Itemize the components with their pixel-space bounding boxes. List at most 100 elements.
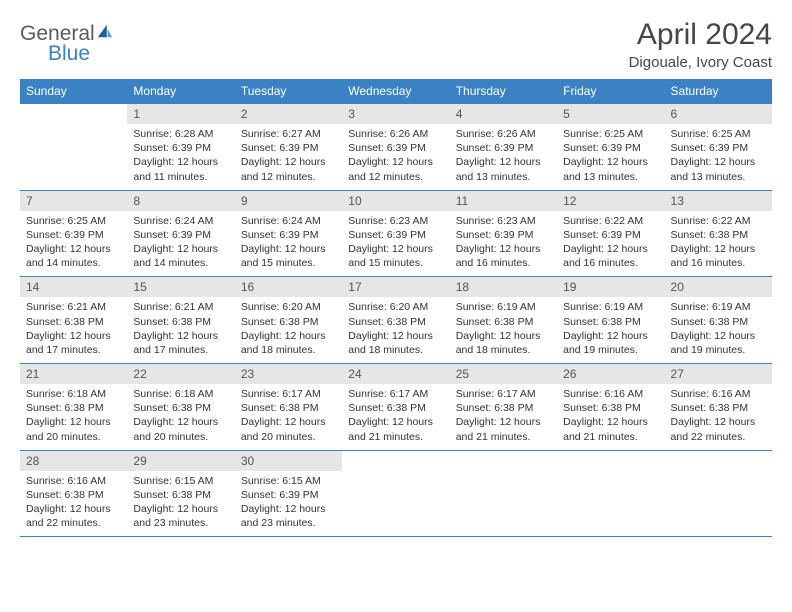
day-number: 13 [665, 191, 772, 211]
calendar-day-cell: 19Sunrise: 6:19 AMSunset: 6:38 PMDayligh… [557, 277, 664, 364]
day-info: Sunrise: 6:27 AMSunset: 6:39 PMDaylight:… [235, 124, 342, 190]
day-number: 17 [342, 277, 449, 297]
day-number: 12 [557, 191, 664, 211]
day-info: Sunrise: 6:23 AMSunset: 6:39 PMDaylight:… [450, 211, 557, 277]
day-info: Sunrise: 6:24 AMSunset: 6:39 PMDaylight:… [127, 211, 234, 277]
weekday-header: Saturday [665, 79, 772, 104]
calendar-day-cell: 11Sunrise: 6:23 AMSunset: 6:39 PMDayligh… [450, 190, 557, 277]
day-number: 6 [665, 104, 772, 124]
calendar-day-cell: 22Sunrise: 6:18 AMSunset: 6:38 PMDayligh… [127, 364, 234, 451]
calendar-day-cell [557, 450, 664, 537]
day-number: 5 [557, 104, 664, 124]
calendar-day-cell: 30Sunrise: 6:15 AMSunset: 6:39 PMDayligh… [235, 450, 342, 537]
day-number: 23 [235, 364, 342, 384]
calendar-day-cell: 29Sunrise: 6:15 AMSunset: 6:38 PMDayligh… [127, 450, 234, 537]
calendar-day-cell: 3Sunrise: 6:26 AMSunset: 6:39 PMDaylight… [342, 104, 449, 191]
calendar-day-cell: 4Sunrise: 6:26 AMSunset: 6:39 PMDaylight… [450, 104, 557, 191]
day-number: 26 [557, 364, 664, 384]
day-number: 16 [235, 277, 342, 297]
day-number: 10 [342, 191, 449, 211]
calendar-day-cell: 9Sunrise: 6:24 AMSunset: 6:39 PMDaylight… [235, 190, 342, 277]
title-block: April 2024 Digouale, Ivory Coast [629, 18, 772, 71]
day-number: 22 [127, 364, 234, 384]
day-number: 20 [665, 277, 772, 297]
calendar-week-row: 7Sunrise: 6:25 AMSunset: 6:39 PMDaylight… [20, 190, 772, 277]
calendar-day-cell: 13Sunrise: 6:22 AMSunset: 6:38 PMDayligh… [665, 190, 772, 277]
day-info: Sunrise: 6:16 AMSunset: 6:38 PMDaylight:… [665, 384, 772, 450]
day-number: 15 [127, 277, 234, 297]
calendar-day-cell: 25Sunrise: 6:17 AMSunset: 6:38 PMDayligh… [450, 364, 557, 451]
calendar-day-cell: 28Sunrise: 6:16 AMSunset: 6:38 PMDayligh… [20, 450, 127, 537]
day-info: Sunrise: 6:22 AMSunset: 6:38 PMDaylight:… [665, 211, 772, 277]
day-info: Sunrise: 6:19 AMSunset: 6:38 PMDaylight:… [665, 297, 772, 363]
location-label: Digouale, Ivory Coast [629, 54, 772, 71]
day-number-empty [342, 451, 449, 471]
day-info: Sunrise: 6:26 AMSunset: 6:39 PMDaylight:… [450, 124, 557, 190]
calendar-day-cell: 21Sunrise: 6:18 AMSunset: 6:38 PMDayligh… [20, 364, 127, 451]
weekday-header: Friday [557, 79, 664, 104]
calendar-day-cell: 20Sunrise: 6:19 AMSunset: 6:38 PMDayligh… [665, 277, 772, 364]
day-number: 21 [20, 364, 127, 384]
day-info: Sunrise: 6:24 AMSunset: 6:39 PMDaylight:… [235, 211, 342, 277]
day-number: 8 [127, 191, 234, 211]
calendar-day-cell [450, 450, 557, 537]
calendar-body: 1Sunrise: 6:28 AMSunset: 6:39 PMDaylight… [20, 104, 772, 537]
day-number: 24 [342, 364, 449, 384]
calendar-day-cell: 16Sunrise: 6:20 AMSunset: 6:38 PMDayligh… [235, 277, 342, 364]
day-info: Sunrise: 6:22 AMSunset: 6:39 PMDaylight:… [557, 211, 664, 277]
day-number: 30 [235, 451, 342, 471]
weekday-header: Thursday [450, 79, 557, 104]
day-info: Sunrise: 6:15 AMSunset: 6:38 PMDaylight:… [127, 471, 234, 537]
calendar-day-cell: 14Sunrise: 6:21 AMSunset: 6:38 PMDayligh… [20, 277, 127, 364]
calendar-day-cell [20, 104, 127, 191]
calendar-day-cell: 5Sunrise: 6:25 AMSunset: 6:39 PMDaylight… [557, 104, 664, 191]
calendar-day-cell: 1Sunrise: 6:28 AMSunset: 6:39 PMDaylight… [127, 104, 234, 191]
day-info: Sunrise: 6:18 AMSunset: 6:38 PMDaylight:… [20, 384, 127, 450]
calendar-day-cell: 12Sunrise: 6:22 AMSunset: 6:39 PMDayligh… [557, 190, 664, 277]
day-number-empty [557, 451, 664, 471]
calendar-day-cell: 2Sunrise: 6:27 AMSunset: 6:39 PMDaylight… [235, 104, 342, 191]
day-number: 2 [235, 104, 342, 124]
calendar-day-cell: 6Sunrise: 6:25 AMSunset: 6:39 PMDaylight… [665, 104, 772, 191]
day-info: Sunrise: 6:16 AMSunset: 6:38 PMDaylight:… [20, 471, 127, 537]
weekday-header: Sunday [20, 79, 127, 104]
day-info: Sunrise: 6:28 AMSunset: 6:39 PMDaylight:… [127, 124, 234, 190]
day-number: 18 [450, 277, 557, 297]
day-number: 3 [342, 104, 449, 124]
day-info: Sunrise: 6:20 AMSunset: 6:38 PMDaylight:… [235, 297, 342, 363]
day-info: Sunrise: 6:15 AMSunset: 6:39 PMDaylight:… [235, 471, 342, 537]
calendar-week-row: 1Sunrise: 6:28 AMSunset: 6:39 PMDaylight… [20, 104, 772, 191]
logo: GeneralBlue [20, 22, 114, 66]
calendar-day-cell [342, 450, 449, 537]
day-number: 19 [557, 277, 664, 297]
day-info: Sunrise: 6:17 AMSunset: 6:38 PMDaylight:… [450, 384, 557, 450]
day-info: Sunrise: 6:17 AMSunset: 6:38 PMDaylight:… [235, 384, 342, 450]
day-info: Sunrise: 6:19 AMSunset: 6:38 PMDaylight:… [450, 297, 557, 363]
day-info: Sunrise: 6:18 AMSunset: 6:38 PMDaylight:… [127, 384, 234, 450]
weekday-header: Wednesday [342, 79, 449, 104]
day-info: Sunrise: 6:16 AMSunset: 6:38 PMDaylight:… [557, 384, 664, 450]
calendar-day-cell [665, 450, 772, 537]
day-info: Sunrise: 6:21 AMSunset: 6:38 PMDaylight:… [20, 297, 127, 363]
day-info: Sunrise: 6:23 AMSunset: 6:39 PMDaylight:… [342, 211, 449, 277]
month-title: April 2024 [629, 18, 772, 52]
day-info: Sunrise: 6:19 AMSunset: 6:38 PMDaylight:… [557, 297, 664, 363]
calendar-day-cell: 10Sunrise: 6:23 AMSunset: 6:39 PMDayligh… [342, 190, 449, 277]
calendar-week-row: 21Sunrise: 6:18 AMSunset: 6:38 PMDayligh… [20, 364, 772, 451]
day-info: Sunrise: 6:25 AMSunset: 6:39 PMDaylight:… [20, 211, 127, 277]
calendar-day-cell: 24Sunrise: 6:17 AMSunset: 6:38 PMDayligh… [342, 364, 449, 451]
day-number: 9 [235, 191, 342, 211]
logo-sail-icon [96, 23, 114, 44]
day-number: 14 [20, 277, 127, 297]
weekday-header: Monday [127, 79, 234, 104]
day-number: 28 [20, 451, 127, 471]
calendar-week-row: 28Sunrise: 6:16 AMSunset: 6:38 PMDayligh… [20, 450, 772, 537]
calendar-day-cell: 26Sunrise: 6:16 AMSunset: 6:38 PMDayligh… [557, 364, 664, 451]
day-number-empty [450, 451, 557, 471]
day-number: 11 [450, 191, 557, 211]
day-number: 4 [450, 104, 557, 124]
calendar-day-cell: 8Sunrise: 6:24 AMSunset: 6:39 PMDaylight… [127, 190, 234, 277]
day-number: 25 [450, 364, 557, 384]
day-info: Sunrise: 6:21 AMSunset: 6:38 PMDaylight:… [127, 297, 234, 363]
day-info: Sunrise: 6:26 AMSunset: 6:39 PMDaylight:… [342, 124, 449, 190]
